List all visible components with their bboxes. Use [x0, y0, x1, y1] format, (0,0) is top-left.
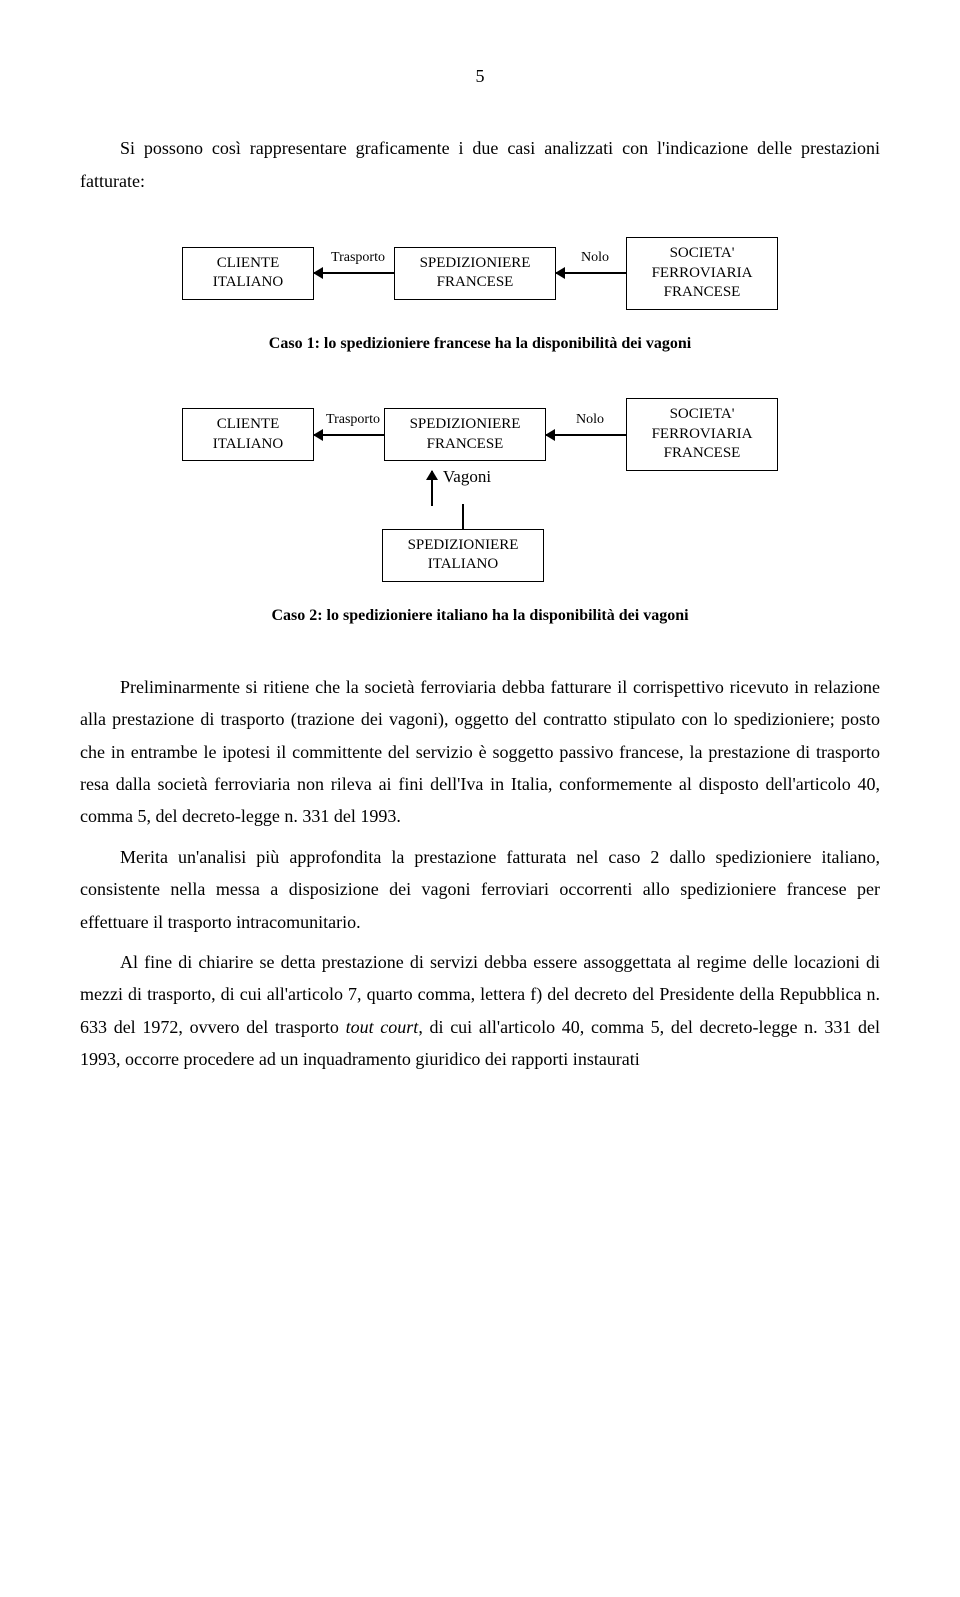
body-text: Preliminarmente si ritiene che la societ…: [80, 671, 880, 1076]
paragraph-3-italic: tout court: [346, 1017, 419, 1037]
box-societa-ferroviaria: SOCIETA' FERROVIARIA FRANCESE: [626, 237, 778, 310]
box-societa-ferroviaria-2: SOCIETA' FERROVIARIA FRANCESE: [626, 398, 778, 471]
diagram-caso-1: CLIENTE ITALIANO Trasporto SPEDIZIONIERE…: [80, 237, 880, 310]
paragraph-2: Merita un'analisi più approfondita la pr…: [80, 841, 880, 938]
label-trasporto-2: Trasporto: [314, 412, 392, 429]
box-cliente-italiano: CLIENTE ITALIANO: [182, 247, 314, 300]
diagram-caso-2: CLIENTE ITALIANO Trasporto SPEDIZIONIERE…: [80, 398, 880, 582]
label-nolo-2: Nolo: [546, 412, 634, 429]
box-cliente-italiano-2: CLIENTE ITALIANO: [182, 408, 314, 461]
caption-caso-1: Caso 1: lo spedizioniere francese ha la …: [80, 330, 880, 359]
paragraph-1: Preliminarmente si ritiene che la societ…: [80, 671, 880, 833]
label-vagoni: Vagoni: [439, 467, 495, 487]
paragraph-3: Al fine di chiarire se detta prestazione…: [80, 946, 880, 1076]
label-trasporto: Trasporto: [314, 250, 402, 267]
intro-paragraph: Si possono così rappresentare graficamen…: [80, 132, 880, 197]
box-spedizioniere-francese-2: SPEDIZIONIERE FRANCESE: [384, 408, 546, 461]
page-number: 5: [80, 60, 880, 92]
box-spedizioniere-francese: SPEDIZIONIERE FRANCESE: [394, 247, 556, 300]
caption-caso-2: Caso 2: lo spedizioniere italiano ha la …: [80, 602, 880, 631]
label-nolo: Nolo: [556, 250, 634, 267]
box-spedizioniere-italiano: SPEDIZIONIERE ITALIANO: [382, 529, 544, 582]
